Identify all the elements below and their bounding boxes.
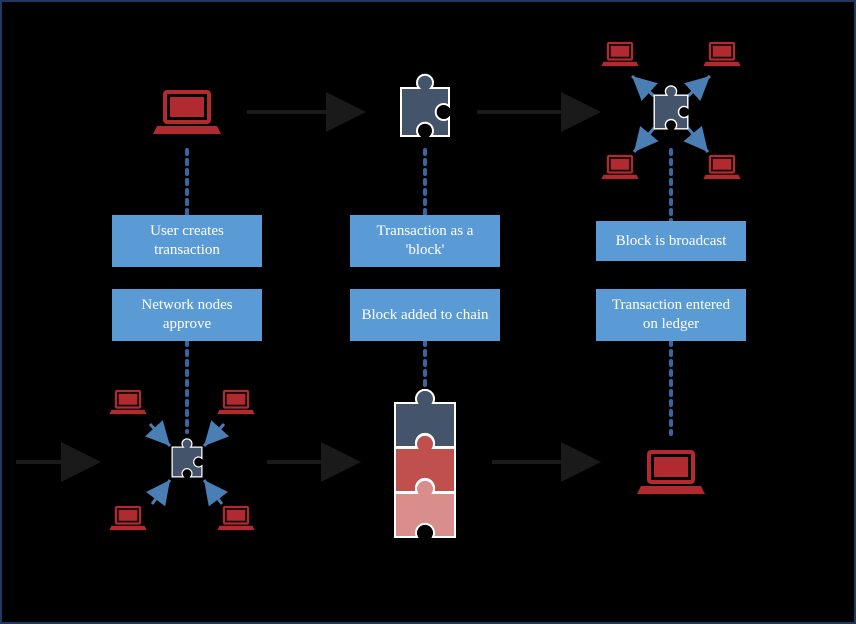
laptop-icon-small [217,391,254,414]
label-step5: Block added to chain [350,289,500,341]
chain-stack [395,390,455,537]
laptop-icon-small [601,156,638,179]
label-step1: User creates transaction [112,215,262,267]
puzzle-icon-small [654,86,688,129]
laptop-icon-small [703,43,740,66]
label-text: Transaction as a 'block' [360,222,490,260]
laptop-icon [153,92,221,134]
laptop-icon-small [109,391,146,414]
label-text: Block is broadcast [616,232,727,251]
laptop-icon-small [703,156,740,179]
puzzle-icon [401,75,449,136]
laptop-icon-small [601,43,638,66]
label-text: User creates transaction [122,222,252,260]
approve-cluster [109,391,254,530]
diagram-frame: User creates transaction Transaction as … [0,0,856,624]
label-text: Transaction entered on ledger [606,296,736,334]
puzzle-icon-small [172,439,202,477]
label-text: Network nodes approve [122,296,252,334]
laptop-icon [637,452,705,494]
label-step3: Block is broadcast [596,221,746,261]
laptop-icon-small [109,507,146,530]
label-text: Block added to chain [361,306,488,325]
label-step6: Transaction entered on ledger [596,289,746,341]
main-arrows [16,112,597,462]
label-step2: Transaction as a 'block' [350,215,500,267]
laptop-icon-small [217,507,254,530]
label-step4: Network nodes approve [112,289,262,341]
